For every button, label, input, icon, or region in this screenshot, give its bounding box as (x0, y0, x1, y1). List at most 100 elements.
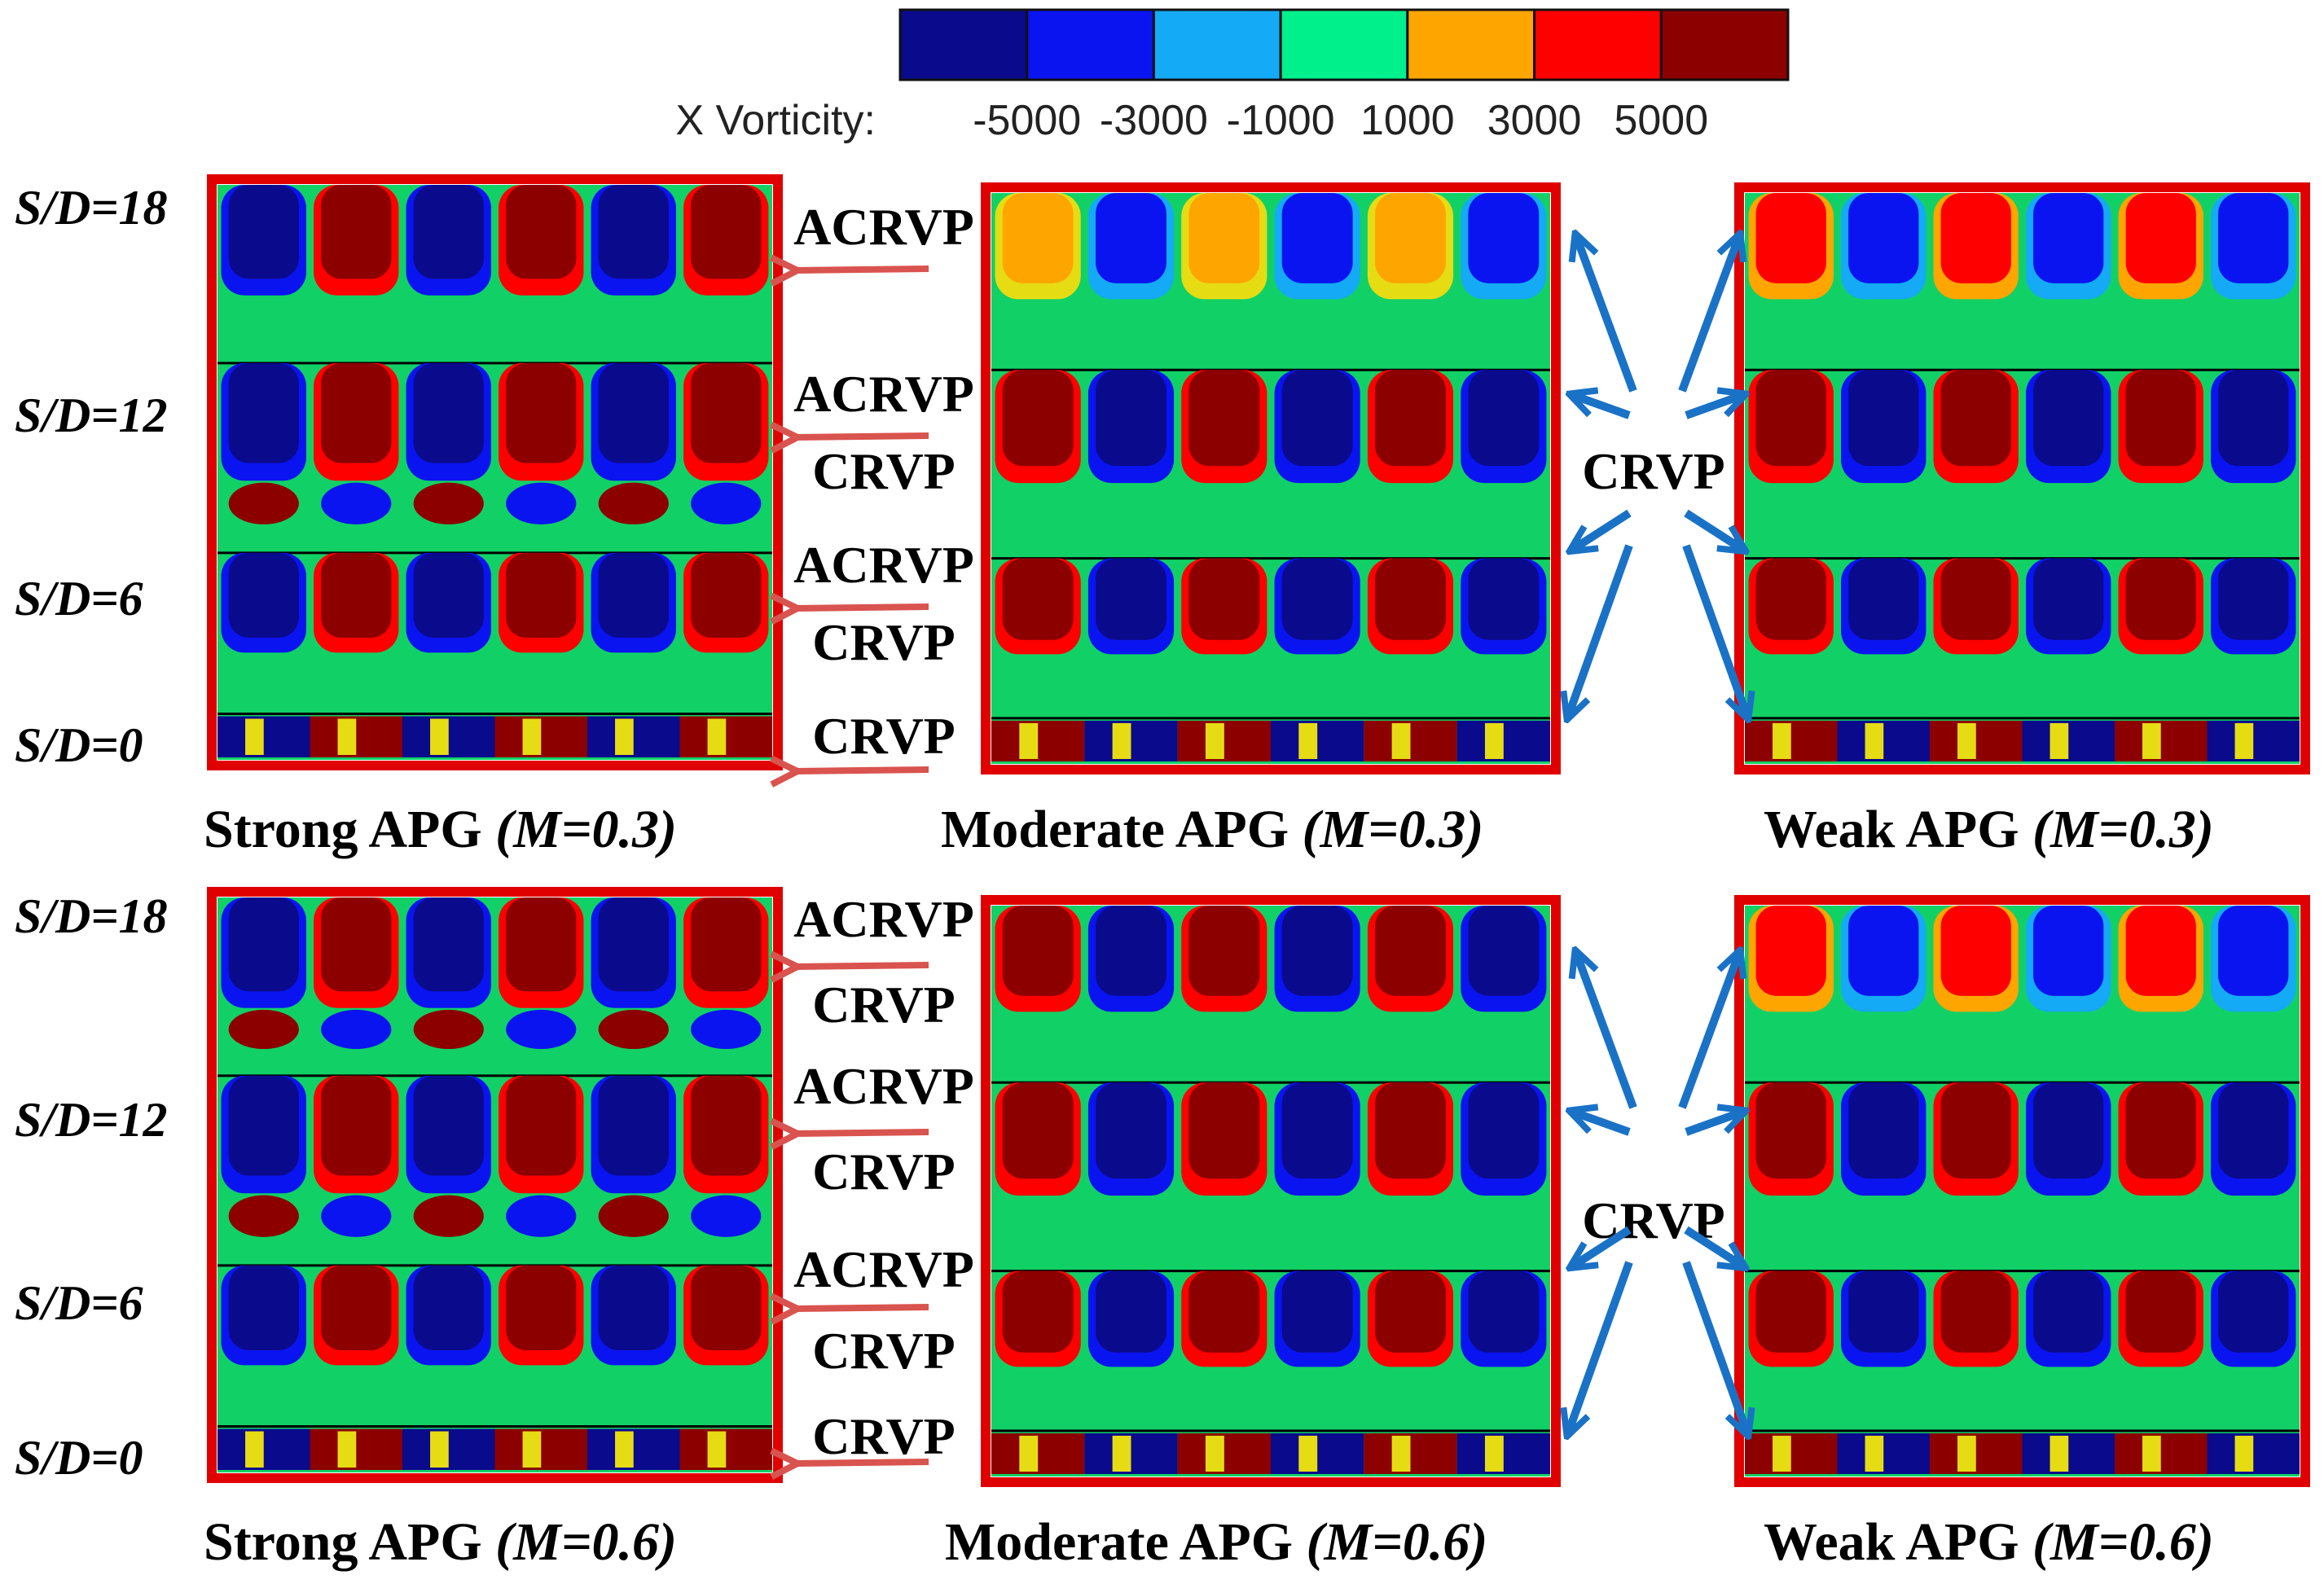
near-wall-vortex-edge (245, 1431, 264, 1468)
blue-arrow (1572, 1112, 1631, 1136)
vortex-core (1096, 193, 1166, 283)
near-wall-vortex-edge (1298, 1435, 1318, 1472)
vortex-core (2218, 906, 2289, 996)
panel-title-mach: (M=0.3) (2032, 800, 2214, 859)
vortex-core (2125, 1082, 2196, 1179)
annotations: ACRVP ACRVP CRVP ACRVP CRVP CRVP ACRVP CRVP ACRV… (793, 198, 974, 1465)
vortex-core (413, 362, 484, 463)
vortex-core (1375, 370, 1446, 467)
vortex-core (1281, 193, 1353, 283)
secondary-vortex (506, 1195, 577, 1237)
panel-title: Strong APG (M=0.3) (204, 800, 677, 859)
vortex-annotation: ACRVP (793, 1057, 974, 1115)
blue-arrow (1572, 395, 1631, 419)
colorbar-tick-label: 5000 (1614, 97, 1708, 144)
near-wall-vortex-edge (1112, 1435, 1131, 1472)
panel-frame (207, 174, 783, 770)
vortex-annotation: ACRVP (793, 198, 974, 256)
colorbar-tick-label: -1000 (1227, 97, 1335, 144)
secondary-vortex (413, 1009, 484, 1050)
vortex-core (1468, 558, 1540, 640)
vortex-core (2033, 193, 2104, 283)
vortex-core (228, 552, 299, 638)
blue-arrow (1682, 544, 1747, 717)
colorbar-tick-label: -3000 (1100, 97, 1208, 144)
near-wall-vortex-edge (337, 718, 357, 755)
vortex-core (506, 1265, 577, 1351)
vortex-core (1002, 558, 1074, 640)
vortex-annotation: CRVP (812, 1322, 956, 1380)
near-wall-vortex-edge (1865, 1435, 1884, 1472)
red-arrow (794, 607, 929, 608)
vortex-core (1940, 193, 2011, 283)
red-arrow (794, 770, 929, 771)
vortex-core (1188, 370, 1260, 467)
colorbar-swatch (1026, 8, 1155, 81)
near-wall-vortex-edge (522, 718, 542, 755)
vortex-core (691, 1265, 762, 1351)
panel-title-name: Moderate APG (941, 800, 1303, 859)
vortex-annotation: CRVP (812, 1143, 956, 1200)
panel-background (991, 193, 1550, 764)
near-wall-vortex-edge (2142, 722, 2161, 759)
vortex-core (1188, 906, 1260, 996)
vortex-core (1468, 193, 1540, 283)
vortex-core (1755, 193, 1826, 283)
vortex-core (1755, 558, 1826, 640)
colorbar-swatch (1533, 8, 1663, 81)
vortex-core (691, 1075, 762, 1176)
panel-title-mach: (M=0.6) (2032, 1512, 2214, 1572)
vortex-core (2218, 558, 2289, 640)
vortex-core (321, 552, 392, 638)
vortex-core (2125, 1270, 2196, 1353)
near-wall-vortex-edge (1957, 722, 1976, 759)
panel-title-name: Weak APG (1764, 800, 2032, 859)
vortex-core (2125, 558, 2196, 640)
vortex-core (1002, 193, 1074, 283)
vortex-core (1096, 1082, 1166, 1179)
colorbar-swatch (898, 8, 1029, 81)
vortex-core (1848, 370, 1919, 467)
red-arrow (794, 965, 929, 967)
vortex-core (1096, 906, 1166, 996)
row-label: S/D=18 (15, 181, 168, 235)
near-wall-vortex-edge (1298, 722, 1318, 759)
row-label: S/D=12 (15, 1093, 168, 1147)
panel-frame (981, 895, 1561, 1487)
near-wall-vortex-edge (1484, 1435, 1504, 1472)
vortex-core (691, 185, 762, 279)
row-label: S/D=6 (15, 1276, 143, 1330)
near-wall-vortex-edge (1205, 722, 1224, 759)
colorbar-swatch (1279, 8, 1409, 81)
vortex-core (413, 897, 484, 992)
panel-frame (1734, 895, 2310, 1487)
blue-arrow (1576, 953, 1637, 1109)
panel-title-name: Weak APG (1764, 1512, 2032, 1572)
vortex-annotation: CRVP (812, 976, 956, 1033)
panel-title: Weak APG (M=0.3) (1764, 800, 2214, 859)
vortex-core (413, 1075, 484, 1176)
vortex-core (2033, 1082, 2104, 1179)
vortex-core (2033, 906, 2104, 996)
secondary-vortex (413, 1195, 484, 1237)
vortex-core (2125, 193, 2196, 283)
near-wall-vortex-edge (1205, 1435, 1224, 1472)
vortex-core (2218, 193, 2289, 283)
near-wall-vortex-edge (1391, 722, 1411, 759)
vortex-core (1375, 558, 1446, 640)
panel-background (991, 906, 1550, 1476)
panel-title-name: Strong APG (204, 800, 495, 859)
colorbar (898, 8, 1790, 81)
panel-background (217, 185, 772, 760)
panel-title-mach: (M=0.6) (495, 1512, 677, 1572)
red-arrow (794, 1462, 929, 1463)
vortex-core (1188, 558, 1260, 640)
near-wall-vortex-edge (522, 1431, 542, 1468)
panel-frame (207, 887, 783, 1483)
near-wall-vortex-edge (245, 718, 264, 755)
vortex-core (2218, 1082, 2289, 1179)
vortex-core (1755, 1082, 1826, 1179)
panel-title: Weak APG (M=0.6) (1764, 1512, 2214, 1572)
secondary-vortex (228, 1009, 299, 1050)
blue-arrow (1568, 544, 1633, 717)
